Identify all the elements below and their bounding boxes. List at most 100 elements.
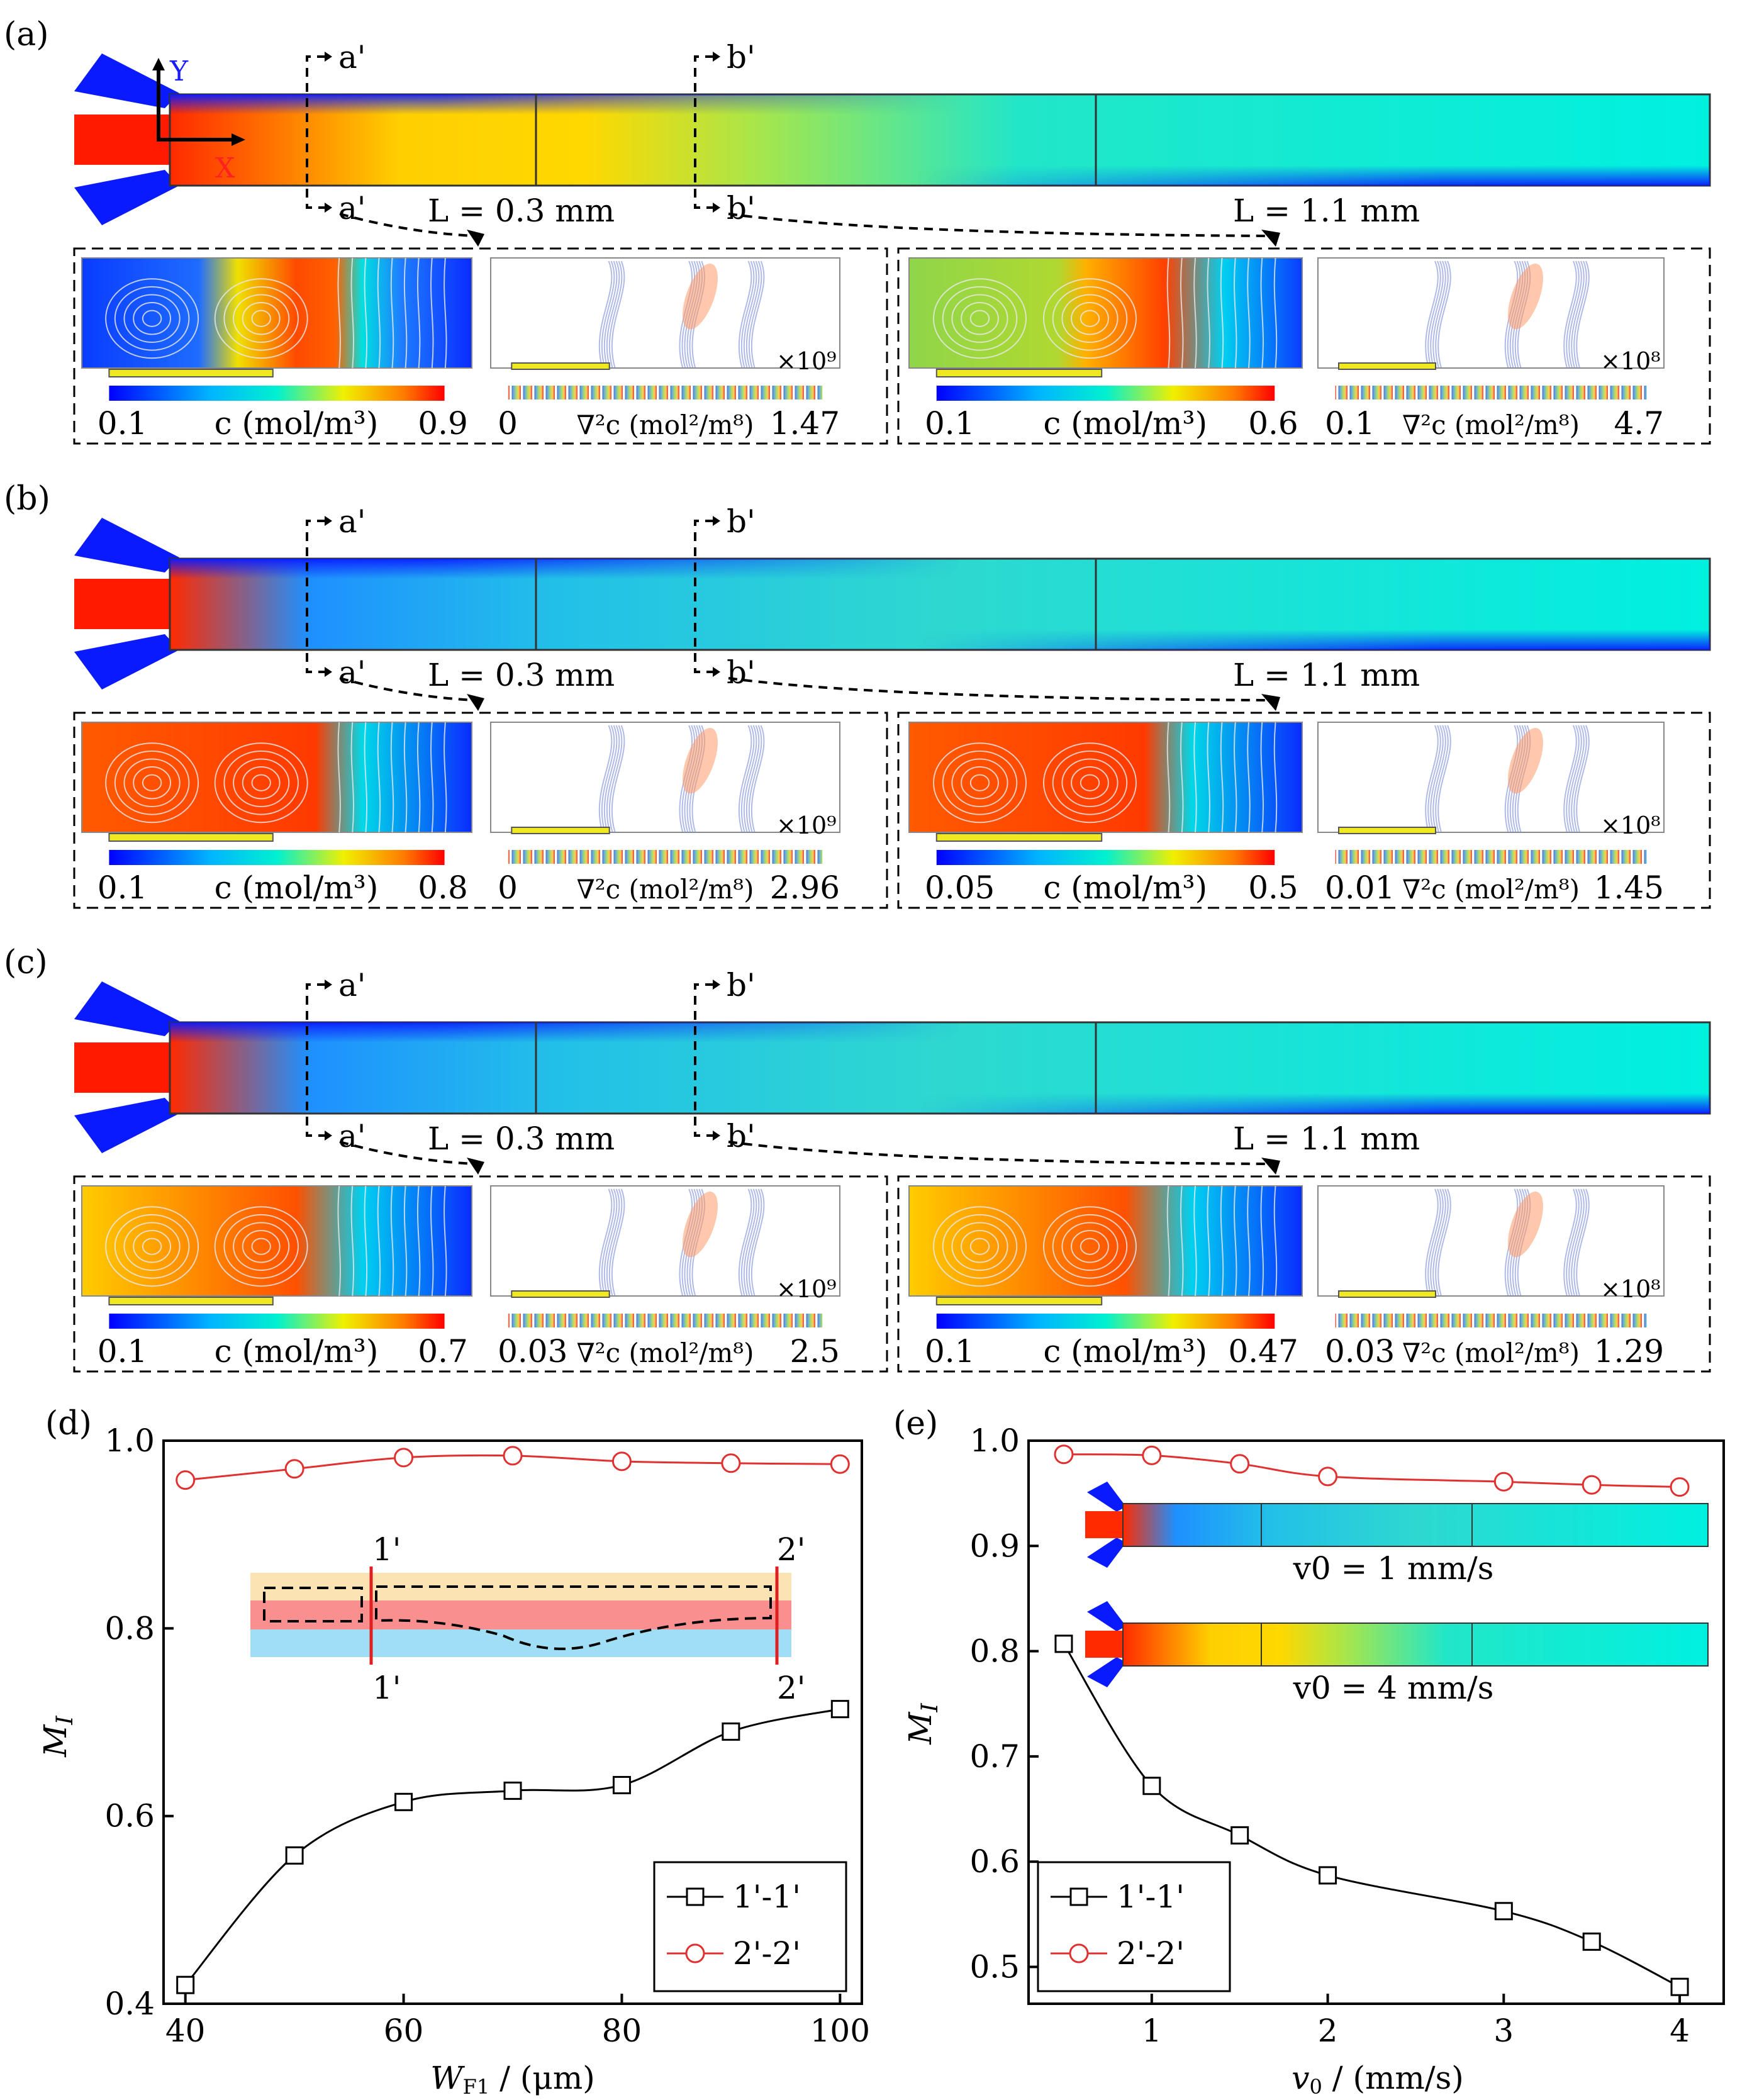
channel-body-v4	[1122, 1622, 1709, 1667]
streamline	[1273, 722, 1278, 833]
contour-line	[608, 725, 623, 833]
channel-schematic-inset: 1' 1' 2' 2'	[250, 1531, 806, 1706]
inset-box-right	[897, 1175, 1711, 1373]
data-point-square	[1582, 1932, 1601, 1951]
colorbar-label: c (mol/m³)	[1043, 405, 1207, 442]
streamline	[416, 257, 421, 369]
sim-row-1: (b) a' a' b' b' L = 0.3 mm L = 1.1 mm 0.1 c (mol…	[4, 480, 1711, 909]
contour-line	[750, 725, 765, 833]
concentration-map	[81, 257, 472, 369]
colorbar-min: 0.03	[1325, 1333, 1395, 1370]
schematic-rect-outline	[263, 1587, 363, 1622]
section-cut-b	[694, 55, 714, 209]
streamline	[364, 1185, 368, 1297]
contour-line	[748, 1188, 762, 1297]
streamline	[951, 294, 1008, 343]
contour-line	[598, 725, 613, 833]
contour-line	[608, 1188, 623, 1297]
contour-line	[1566, 1188, 1580, 1297]
electrode-bar	[1338, 827, 1436, 834]
contour-line	[748, 725, 762, 833]
velocity-insets: v0 = 1 mm/s v0 = 4 mm/s	[1085, 1482, 1709, 1706]
colorbar-max: 2.96	[770, 869, 840, 906]
streamline	[251, 1237, 271, 1255]
streamline	[251, 774, 271, 791]
streamline	[1273, 257, 1278, 369]
colorbar-max: 1.45	[1594, 869, 1664, 906]
section-label-bottom-a: a'	[338, 654, 366, 691]
inset-box-left	[73, 247, 888, 445]
y-tick-label: 0.4	[104, 1986, 155, 2022]
x-ticks-d: 40 60 80 100	[165, 1994, 870, 2049]
streamline	[105, 278, 199, 359]
connector-a-head	[467, 1158, 484, 1175]
inlet-bottom-v4	[1087, 1657, 1126, 1687]
length-label-a: L = 0.3 mm	[428, 657, 615, 693]
streamline	[390, 722, 394, 833]
scale-factor: ×10⁸	[1600, 812, 1660, 839]
x-tick-label: 40	[165, 2013, 206, 2049]
inset-box-left	[73, 712, 888, 909]
streamline	[1071, 302, 1109, 335]
streamline	[951, 1222, 1008, 1271]
streamline	[444, 722, 447, 833]
streamline	[430, 722, 434, 833]
section-cut-b	[694, 983, 714, 1137]
streamline	[1080, 310, 1100, 327]
contour-line	[1427, 1188, 1441, 1297]
contour-line	[611, 260, 625, 369]
streamline	[1234, 1185, 1237, 1297]
streamline	[390, 1185, 394, 1297]
xlabel-d: WF1 / (μm)	[430, 2060, 595, 2099]
electrode-bar	[108, 369, 274, 377]
x-tick-label: 3	[1493, 2013, 1514, 2049]
data-point-circle	[176, 1470, 196, 1490]
inlet-middle-v4	[1085, 1631, 1126, 1658]
inlet-top-arm	[74, 981, 179, 1036]
length-label-b: L = 1.1 mm	[1233, 1120, 1420, 1157]
y-axis-arrowhead	[152, 58, 165, 70]
contour-line	[743, 260, 757, 369]
legend-label-2-e: 2'-2'	[1117, 1935, 1185, 1972]
contour-line	[608, 260, 623, 369]
electrode-bar	[511, 1290, 610, 1298]
channel-edge-bottom	[170, 1093, 1710, 1114]
y-tick-label: 0.9	[969, 1528, 1020, 1564]
inlet-top-arm	[74, 53, 179, 108]
streamline	[233, 294, 290, 343]
contour-line	[1430, 1188, 1444, 1297]
streamline	[1234, 722, 1237, 833]
contour-line	[603, 725, 618, 833]
inset-box-right	[897, 712, 1711, 909]
streamline	[1193, 1185, 1197, 1297]
streamline	[142, 1237, 162, 1255]
laplacian-map	[490, 722, 840, 833]
inlet-bottom-arm	[74, 1098, 179, 1153]
streamline	[969, 774, 990, 791]
inlet-middle-arm	[74, 579, 175, 629]
contour-line	[598, 1188, 613, 1297]
colorbar-label: ∇²c (mol²/m⁸)	[576, 874, 754, 905]
section-arrowhead-top	[713, 980, 720, 990]
streamline	[1071, 1230, 1109, 1263]
hotspot	[1508, 728, 1543, 794]
inlet-middle-v1	[1085, 1511, 1126, 1538]
x-tick-label: 1	[1142, 2013, 1162, 2049]
length-label-a: L = 0.3 mm	[428, 1120, 615, 1157]
streamline	[142, 774, 162, 791]
channel-inset-v1: v0 = 1 mm/s	[1085, 1482, 1709, 1587]
data-point-square	[1319, 1866, 1337, 1885]
colorbar-label: c (mol/m³)	[1043, 869, 1207, 906]
legend-label-2-d: 2'-2'	[733, 1935, 801, 1972]
colorbar-max: 1.47	[770, 405, 840, 442]
streamline	[337, 257, 341, 369]
inset-c: 0.1 c (mol/m³) 0.9	[81, 257, 472, 442]
contour-line	[745, 725, 760, 833]
xlabel-rest-d: / (μm)	[489, 2060, 595, 2096]
inlet-bottom-arm	[74, 170, 179, 225]
colorbar-c	[109, 1314, 445, 1329]
data-point-square	[285, 1846, 304, 1865]
section-cut-a	[306, 520, 326, 673]
connector-b	[728, 213, 1271, 237]
colorbar-min: 0.1	[925, 1333, 975, 1370]
